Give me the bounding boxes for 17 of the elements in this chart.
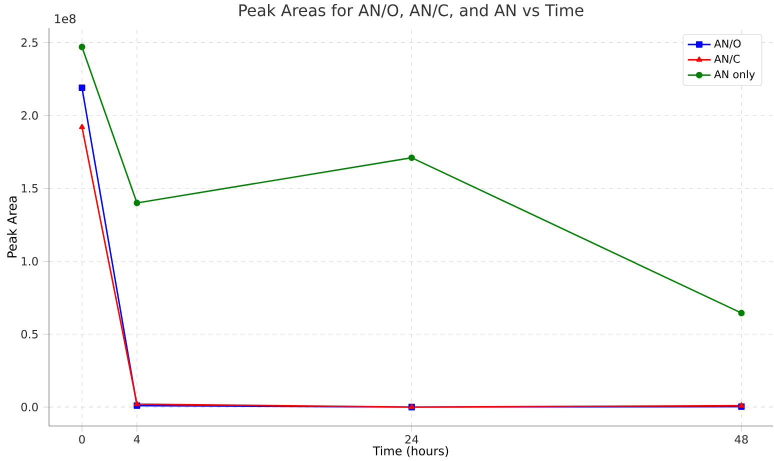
legend-label: AN/C bbox=[714, 54, 740, 64]
y-tick-label: 0.0 bbox=[21, 402, 38, 412]
y-tick-label: 0.5 bbox=[21, 330, 38, 338]
x-tick-label: 0 bbox=[79, 435, 85, 444]
x-tick-label: 24 bbox=[405, 435, 418, 444]
legend-label: AN/O bbox=[714, 40, 741, 48]
y-tick-label: 2.5 bbox=[21, 38, 38, 47]
y-tick-label: 1.0 bbox=[22, 256, 38, 266]
text: 1e8 bbox=[55, 14, 76, 24]
y-tick-label: 1.5 bbox=[22, 184, 38, 193]
legend-label: AN only bbox=[714, 70, 755, 80]
x-axis-title: Time (hours) bbox=[372, 446, 448, 457]
y-tick-label: 2.0 bbox=[21, 111, 38, 120]
chart-title: Peak Areas for AN/O, AN/C, and AN vs Time bbox=[239, 4, 584, 18]
x-tick-label: 4 bbox=[134, 435, 140, 444]
y-axis-title: Peak Area bbox=[6, 196, 17, 258]
x-tick-label: 48 bbox=[734, 435, 748, 444]
